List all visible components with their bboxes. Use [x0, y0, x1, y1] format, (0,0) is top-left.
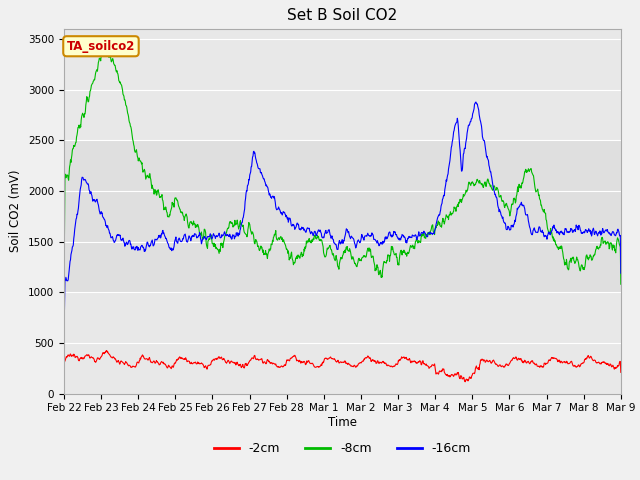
-16cm: [472, 99, 480, 105]
-8cm: [353, 264, 361, 269]
-16cm: [154, 235, 162, 241]
Legend: -2cm, -8cm, -16cm: -2cm, -8cm, -16cm: [209, 437, 476, 460]
-16cm: [248, 164, 255, 169]
Line: -16cm: -16cm: [64, 102, 621, 312]
-16cm: [301, 229, 309, 235]
-8cm: [248, 229, 256, 235]
-8cm: [617, 281, 625, 287]
-16cm: [134, 247, 141, 253]
-2cm: [365, 354, 372, 360]
-2cm: [353, 363, 361, 369]
-2cm: [134, 360, 142, 365]
-2cm: [103, 348, 111, 353]
-2cm: [60, 370, 68, 375]
-2cm: [248, 355, 256, 360]
-2cm: [617, 370, 625, 375]
Bar: [64, 140, 621, 292]
Text: TA_soilco2: TA_soilco2: [67, 40, 135, 53]
-8cm: [302, 243, 310, 249]
-8cm: [365, 248, 372, 254]
-2cm: [154, 360, 162, 366]
Y-axis label: Soil CO2 (mV): Soil CO2 (mV): [10, 170, 22, 252]
-2cm: [302, 361, 310, 367]
X-axis label: Time: Time: [328, 416, 357, 429]
-8cm: [154, 187, 162, 192]
-8cm: [134, 158, 142, 164]
Title: Set B Soil CO2: Set B Soil CO2: [287, 9, 397, 24]
-8cm: [102, 40, 109, 46]
-16cm: [364, 231, 372, 237]
-8cm: [60, 286, 68, 291]
-16cm: [60, 310, 68, 315]
-16cm: [353, 242, 360, 248]
Line: -2cm: -2cm: [64, 350, 621, 382]
-2cm: [461, 379, 469, 384]
-16cm: [617, 270, 625, 276]
Line: -8cm: -8cm: [64, 43, 621, 288]
